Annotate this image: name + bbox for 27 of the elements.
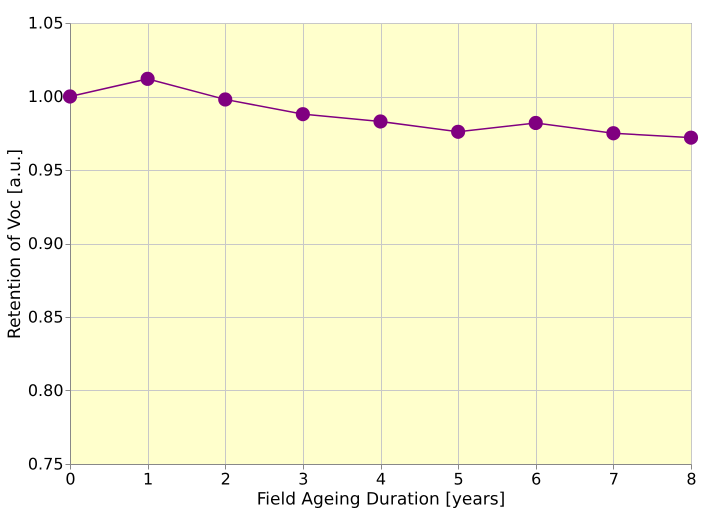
point: [684, 130, 698, 145]
point: [140, 72, 155, 86]
x-tick-label: 5: [454, 470, 464, 488]
y-tick-label: 0.80: [28, 381, 64, 400]
x-tick-label: 2: [220, 470, 231, 488]
point: [62, 89, 78, 104]
point: [451, 124, 466, 139]
x-tick-label: 7: [608, 470, 619, 488]
x-tick-label: 1: [143, 470, 154, 488]
x-tick-label: 3: [298, 470, 308, 488]
y-tick-label: 0.85: [28, 308, 64, 326]
y-tick-label: 0.95: [28, 160, 64, 180]
point: [606, 126, 620, 140]
x-tick-label: 4: [376, 470, 386, 488]
y-tick-label: 0.75: [28, 454, 64, 474]
x-axis-title: Field Ageing Duration [years]: [256, 490, 506, 510]
y-tick-label: 1.00: [28, 87, 64, 106]
point: [528, 116, 543, 130]
x-tick-label: 8: [686, 470, 697, 488]
point: [296, 107, 310, 122]
point: [218, 92, 232, 106]
point: [373, 114, 388, 129]
y-tick-label: 0.90: [28, 234, 64, 253]
x-tick-label: 0: [65, 470, 76, 488]
y-tick-label: 1.05: [28, 14, 64, 32]
x-tick-label: 6: [531, 470, 542, 488]
y-axis-title: Retention of Voc [a.u.]: [4, 149, 25, 339]
